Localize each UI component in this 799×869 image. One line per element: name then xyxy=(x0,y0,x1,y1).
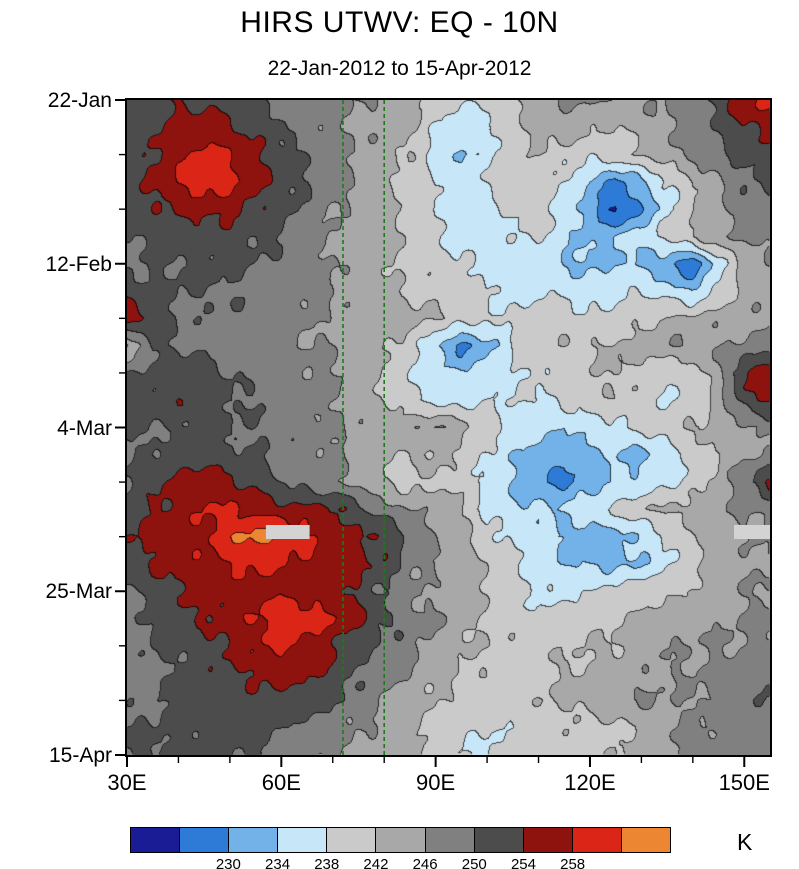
colorbar-segment xyxy=(620,828,671,852)
x-tick-label: 120E xyxy=(564,770,616,795)
colorbar-segment xyxy=(473,828,523,852)
missing-data-patch xyxy=(265,525,310,539)
colorbar-tick-label: 242 xyxy=(363,856,389,869)
colorbar-tick-label: 246 xyxy=(412,856,438,869)
y-tick-label: 12-Feb xyxy=(45,252,112,276)
colorbar-segment xyxy=(522,828,572,852)
x-tick-label: 30E xyxy=(107,770,147,795)
colorbar-segment xyxy=(375,828,425,852)
colorbar-segment xyxy=(228,828,278,852)
colorbar-tick-label: 254 xyxy=(510,856,536,869)
chart-title: HIRS UTWV: EQ - 10N xyxy=(240,6,559,39)
missing-data-patch xyxy=(734,525,770,539)
x-tick-label: 90E xyxy=(416,770,456,795)
plot-overlay xyxy=(265,100,770,755)
colorbar-tick-label: 258 xyxy=(560,856,586,869)
colorbar-segment xyxy=(179,828,229,852)
colorbar-segment xyxy=(326,828,376,852)
chart-subtitle: 22-Jan-2012 to 15-Apr-2012 xyxy=(267,57,532,80)
colorbar-segment xyxy=(571,828,621,852)
colorbar-segment xyxy=(131,828,180,852)
colorbar-unit-label: K xyxy=(737,829,753,855)
heatmap-canvas xyxy=(127,100,770,755)
x-tick-label: 150E xyxy=(718,770,770,795)
colorbar-tick-label: 234 xyxy=(265,856,291,869)
y-tick-label: 25-Mar xyxy=(45,580,112,604)
colorbar-segment xyxy=(424,828,474,852)
y-tick-label: 4-Mar xyxy=(57,416,112,440)
colorbar-segment xyxy=(277,828,327,852)
y-tick-label: 15-Apr xyxy=(48,744,112,767)
colorbar-tick-label: 230 xyxy=(215,856,241,869)
colorbar-tick-label: 250 xyxy=(461,856,487,869)
plot-area xyxy=(125,98,772,757)
colorbar xyxy=(130,827,671,853)
colorbar-tick-label: 238 xyxy=(314,856,340,869)
y-tick-label: 22-Jan xyxy=(47,89,112,112)
x-tick-label: 60E xyxy=(261,770,301,795)
